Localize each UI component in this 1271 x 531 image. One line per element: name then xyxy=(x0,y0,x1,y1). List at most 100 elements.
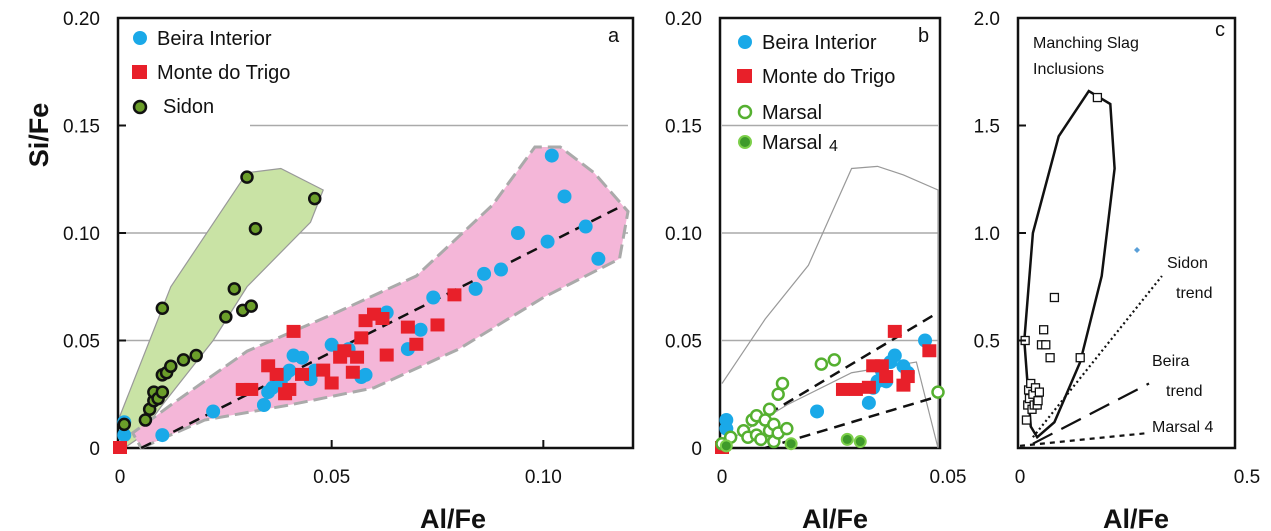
b-y-tick-0: 0 xyxy=(691,439,702,460)
manching-point-12 xyxy=(1034,387,1044,397)
beira-interior-point-28 xyxy=(544,148,559,163)
b-y-tick-0.20: 0.20 xyxy=(665,9,702,30)
y-tick-0.15: 0.15 xyxy=(63,117,100,138)
legend-b-beira-label: Beira Interior xyxy=(762,32,877,54)
c-x-tick-0.5: 0.5 xyxy=(1234,467,1260,488)
x-tick-0: 0 xyxy=(115,467,126,488)
monte-do-trigo-point-20 xyxy=(400,320,415,334)
monte-do-trigo-point-15 xyxy=(354,331,369,345)
c-trend-line-2 xyxy=(1019,431,1150,447)
sidon-point-6 xyxy=(155,385,170,399)
b-marsal-4-point-2 xyxy=(840,432,854,446)
legend-sidon-label: Sidon xyxy=(163,96,214,118)
y-tick-0.20: 0.20 xyxy=(63,9,100,30)
panel-c-ticks: 0.5 1.0 1.5 2.0 0 0.5 xyxy=(974,9,1261,488)
b-x-tick-0.05: 0.05 xyxy=(930,467,967,488)
manching-point-17 xyxy=(1049,292,1060,303)
beira-interior-point-30 xyxy=(578,219,593,234)
sidon-point-19 xyxy=(307,191,322,206)
b-marsal-point-10 xyxy=(762,402,777,417)
beira-interior-point-3 xyxy=(206,404,221,419)
monte-do-trigo-point-7 xyxy=(286,324,301,338)
b-beira-interior-point-12 xyxy=(918,333,933,348)
y-axis-label: Si/Fe xyxy=(24,103,54,168)
b-y-tick-0.15: 0.15 xyxy=(665,117,702,138)
legend-b-monte-label: Monte do Trigo xyxy=(762,66,895,88)
small-diamond-marker xyxy=(1134,247,1140,253)
b-monte-do-trigo-point-5 xyxy=(874,359,889,373)
b-monte-do-trigo-point-1 xyxy=(835,382,850,396)
panel-a-legend: Beira Interior Monte do Trigo Sidon xyxy=(132,28,290,118)
panel-a-points xyxy=(113,148,606,454)
b-monte-do-trigo-point-3 xyxy=(861,380,876,394)
manching-point-16 xyxy=(1045,353,1055,363)
b-marsal-4-point-0 xyxy=(719,439,733,453)
panel-b-field-outline xyxy=(721,165,939,449)
legend-b-monte-marker xyxy=(737,69,752,83)
b-trend-line-1 xyxy=(764,395,939,450)
panel-c-label: c xyxy=(1215,19,1225,41)
beira-interior-point-4 xyxy=(256,398,271,412)
monte-do-trigo-point-12 xyxy=(337,344,352,358)
c-x-tick-0: 0 xyxy=(1015,467,1026,488)
x-tick-0.10: 0.10 xyxy=(525,467,562,488)
beira-interior-point-2 xyxy=(155,428,170,443)
sidon-point-13 xyxy=(219,310,233,324)
legend-b-marsal4-marker xyxy=(738,135,752,149)
sidon-point-16 xyxy=(244,299,258,313)
c-y-tick-1.0: 1.0 xyxy=(974,224,1000,245)
panel-b-frame xyxy=(718,16,942,450)
beira-interior-point-24 xyxy=(477,266,492,281)
b-beira-interior-point-1 xyxy=(719,413,734,428)
y-tick-0.05: 0.05 xyxy=(63,332,100,353)
monte-do-trigo-point-21 xyxy=(409,337,424,351)
legend-b-marsal4-label: Marsal xyxy=(762,132,822,154)
y-tick-0: 0 xyxy=(89,439,100,460)
b-marsal-4-point-3 xyxy=(853,435,867,449)
manching-point-19 xyxy=(1092,92,1103,103)
legend-b-marsal4-sub: 4 xyxy=(829,138,838,155)
monte-do-trigo-point-13 xyxy=(345,365,360,379)
annotation-sidon-1: Sidon xyxy=(1167,255,1208,272)
b-beira-interior-point-9 xyxy=(887,348,902,363)
legend-monte-marker xyxy=(132,65,147,79)
panel-b-gridlines xyxy=(722,124,938,342)
x-axis-label-c: Al/Fe xyxy=(1103,504,1169,531)
beira-interior-point-26 xyxy=(510,226,525,240)
legend-beira-marker xyxy=(133,31,147,45)
beira-interior-point-29 xyxy=(557,189,572,204)
annotation-beira-1: Beira xyxy=(1152,353,1189,370)
b-x-tick-0: 0 xyxy=(717,467,728,488)
x-axis-label-b: Al/Fe xyxy=(802,504,868,531)
b-monte-do-trigo-point-7 xyxy=(887,324,902,338)
manching-point-11 xyxy=(1033,396,1043,406)
c-y-tick-1.5: 1.5 xyxy=(974,117,1000,138)
monte-do-trigo-point-2 xyxy=(244,382,259,396)
b-monte-do-trigo-point-10 xyxy=(922,344,937,358)
beira-interior-point-27 xyxy=(540,234,555,249)
legend-sidon-marker xyxy=(132,99,148,115)
c-trend-line-1 xyxy=(1032,382,1150,445)
b-marsal-point-7 xyxy=(754,432,768,447)
sidon-point-18 xyxy=(248,221,263,236)
panel-b: 0 0.05 0.10 0.15 0.20 0 0.05 b Beira Interior … xyxy=(665,9,966,488)
annotation-marsal4: Marsal 4 xyxy=(1152,419,1213,436)
beira-interior-point-11 xyxy=(295,350,310,365)
beira-interior-point-22 xyxy=(426,290,441,305)
manching-point-15 xyxy=(1041,340,1051,350)
legend-b-beira-marker xyxy=(738,35,752,49)
legend-monte-label: Monte do Trigo xyxy=(157,62,290,84)
y-tick-0.10: 0.10 xyxy=(63,224,100,245)
annotation-beira-2: trend xyxy=(1166,383,1202,400)
b-monte-do-trigo-point-6 xyxy=(879,370,894,384)
beira-interior-point-21 xyxy=(413,322,428,337)
monte-do-trigo-point-0 xyxy=(113,441,127,454)
beira-interior-point-23 xyxy=(468,281,483,296)
sidon-point-17 xyxy=(240,170,254,184)
monte-do-trigo-point-23 xyxy=(447,288,462,302)
manching-point-18 xyxy=(1075,353,1085,363)
panel-b-points xyxy=(715,324,945,454)
panel-c: 0.5 1.0 1.5 2.0 0 0.5 c Manching Slag Inclusi… xyxy=(974,9,1261,488)
b-marsal-point-19 xyxy=(931,385,945,399)
